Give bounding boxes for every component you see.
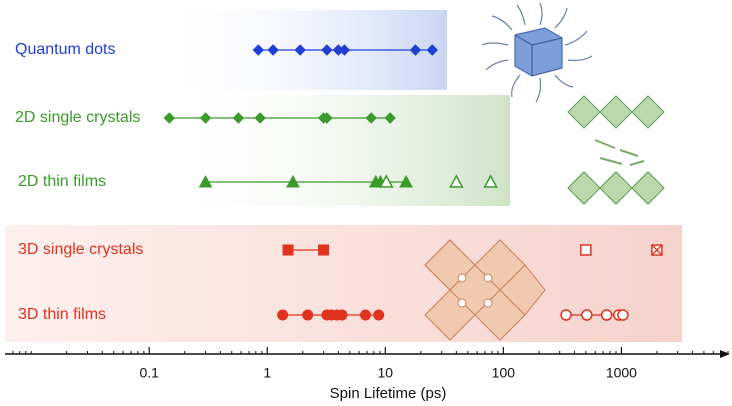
square-marker xyxy=(580,244,592,256)
circle-marker xyxy=(277,309,289,321)
x-tick-label: 1 xyxy=(263,365,271,381)
triangle-marker xyxy=(449,174,464,188)
row-label: Quantum dots xyxy=(15,41,116,58)
diamond-marker xyxy=(338,44,351,56)
x-axis-arrow xyxy=(720,350,730,358)
band-2d xyxy=(160,95,510,206)
x-tick-label: 1000 xyxy=(606,365,637,381)
triangle-marker xyxy=(286,174,300,188)
circle-marker xyxy=(581,309,593,321)
square-marker xyxy=(318,244,330,256)
diamond-marker xyxy=(199,112,212,124)
row-label: 2D thin films xyxy=(18,173,106,190)
circle-marker xyxy=(336,309,348,321)
diamond-marker xyxy=(409,44,422,56)
x-tick-label: 100 xyxy=(492,365,516,381)
triangle-marker xyxy=(198,174,213,188)
circle-marker xyxy=(617,309,629,321)
3d-illustration xyxy=(424,239,546,341)
circle-marker xyxy=(373,309,385,321)
triangle-marker xyxy=(399,174,413,188)
diamond-marker xyxy=(294,44,306,56)
diamond-marker xyxy=(267,44,279,56)
circle-marker xyxy=(302,309,314,321)
row-label: 3D thin films xyxy=(18,306,106,323)
diamond-marker xyxy=(365,112,377,124)
diamond-marker xyxy=(254,112,266,124)
diamond-marker xyxy=(426,44,438,56)
band-3d xyxy=(5,225,682,342)
row-label: 3D single crystals xyxy=(18,241,143,258)
square-marker xyxy=(282,244,294,256)
row-label: 2D single crystals xyxy=(15,109,140,126)
diamond-marker xyxy=(321,44,333,56)
circle-marker xyxy=(560,309,572,321)
diamond-marker xyxy=(252,44,265,56)
2d-illustration xyxy=(567,95,665,205)
square-cross xyxy=(651,244,663,256)
quantum-dot-illustration xyxy=(481,2,593,103)
triangle-marker xyxy=(379,174,394,188)
diamond-marker xyxy=(232,112,245,124)
diamond-marker xyxy=(321,112,333,124)
x-tick-label: 10 xyxy=(378,365,394,381)
diamond-marker xyxy=(163,112,176,124)
triangle-marker xyxy=(483,174,498,188)
x-axis-title: Spin Lifetime (ps) xyxy=(330,385,447,402)
circle-marker xyxy=(600,309,613,321)
circle-marker xyxy=(360,309,372,321)
diamond-marker xyxy=(384,112,396,124)
x-tick-label: 0.1 xyxy=(139,365,159,381)
